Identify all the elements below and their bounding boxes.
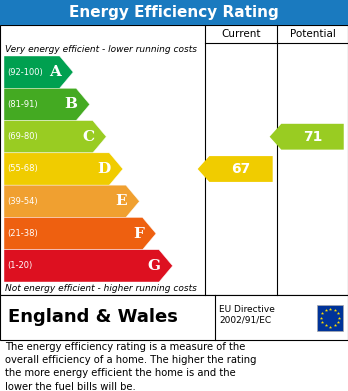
Text: 67: 67 [231,162,251,176]
Text: 71: 71 [303,130,322,144]
Text: C: C [82,130,94,144]
Text: The energy efficiency rating is a measure of the
overall efficiency of a home. T: The energy efficiency rating is a measur… [5,342,256,391]
Text: Energy Efficiency Rating: Energy Efficiency Rating [69,5,279,20]
Text: (21-38): (21-38) [7,229,38,238]
Text: (55-68): (55-68) [7,165,38,174]
Text: D: D [97,162,111,176]
Polygon shape [198,156,273,182]
Text: Very energy efficient - lower running costs: Very energy efficient - lower running co… [5,45,197,54]
Polygon shape [4,217,156,250]
Polygon shape [4,88,90,120]
Text: (1-20): (1-20) [7,261,32,270]
Polygon shape [4,185,140,217]
Text: A: A [49,65,61,79]
Text: E: E [116,194,127,208]
Text: Potential: Potential [290,29,335,39]
Bar [0,295,348,340]
Polygon shape [4,56,73,88]
Bar [317,305,343,330]
Polygon shape [4,153,123,185]
Text: B: B [64,97,78,111]
Text: (81-91): (81-91) [7,100,38,109]
Text: (69-80): (69-80) [7,132,38,141]
Polygon shape [4,250,173,282]
Text: (92-100): (92-100) [7,68,43,77]
Polygon shape [4,120,106,153]
Text: Not energy efficient - higher running costs: Not energy efficient - higher running co… [5,284,197,293]
Bar [0,0,348,25]
Text: (39-54): (39-54) [7,197,38,206]
Text: EU Directive
2002/91/EC: EU Directive 2002/91/EC [219,305,275,324]
Text: England & Wales: England & Wales [8,308,178,326]
Text: G: G [148,259,160,273]
Text: Current: Current [221,29,261,39]
Text: F: F [133,226,144,240]
Bar [0,25,348,295]
Polygon shape [270,124,344,150]
